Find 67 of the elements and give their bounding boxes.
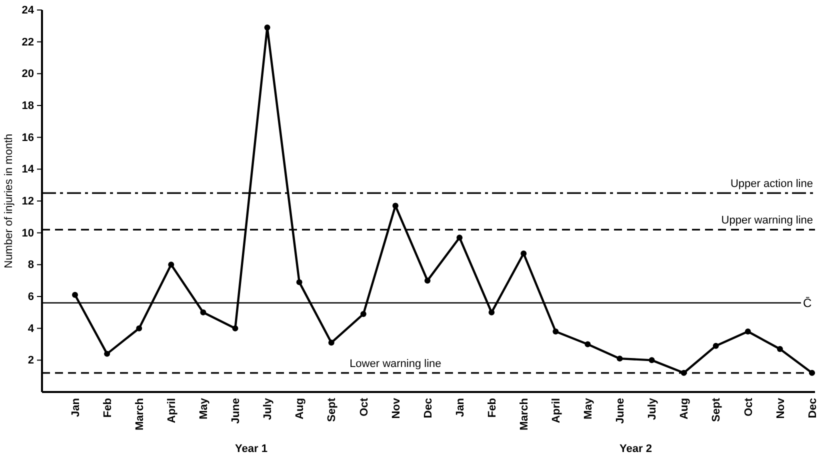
y-tick-label: 20	[22, 68, 34, 80]
point	[584, 341, 591, 348]
y-tick-label: 24	[22, 4, 35, 17]
point	[552, 328, 559, 334]
x-tick-label: Feb	[486, 398, 498, 418]
y-tick-label: 10	[22, 227, 34, 240]
point	[712, 342, 719, 349]
x-tick-label: July	[646, 397, 659, 420]
point	[136, 325, 142, 332]
x-tick-label: May	[198, 397, 210, 420]
y-tick-label: 6	[28, 291, 34, 304]
x-tick-label: March	[134, 398, 146, 430]
ref-line-label: C̄	[803, 296, 812, 310]
x-tick-label: Nov	[390, 397, 402, 419]
x-tick-label: Jan	[454, 398, 466, 417]
point	[488, 309, 495, 316]
point	[200, 309, 206, 316]
point	[360, 311, 366, 317]
x-tick-label: Dec	[806, 398, 819, 418]
x-tick-label: Aug	[678, 398, 691, 420]
point	[392, 202, 398, 209]
x-tick-label: March	[518, 398, 530, 430]
point	[809, 370, 815, 376]
point	[296, 279, 302, 286]
y-tick-label: 16	[22, 132, 34, 144]
x-tick-label: June	[230, 398, 242, 424]
y-tick-label: 12	[22, 196, 34, 208]
text: Year 2	[620, 443, 652, 455]
point	[232, 325, 238, 332]
x-tick-label: Oct	[358, 398, 370, 416]
x-tick-label: Sept	[326, 398, 338, 422]
point	[520, 250, 527, 257]
x-tick-label: May	[582, 397, 595, 420]
x-tick-label: Sept	[710, 398, 723, 422]
point	[776, 346, 783, 352]
y-tick-label: 4	[28, 322, 35, 335]
y-tick-label: 18	[22, 100, 34, 112]
ref-line-label: Lower warning line	[350, 358, 442, 370]
y-tick-label: 2	[28, 354, 34, 367]
y-tick-label: 14	[22, 164, 35, 176]
point	[456, 234, 463, 241]
x-tick-label: July	[262, 397, 274, 420]
point	[168, 262, 174, 268]
x-tick-label: Nov	[774, 397, 787, 419]
point	[424, 278, 430, 284]
point	[616, 356, 623, 362]
x-tick-label: Aug	[294, 398, 306, 420]
point	[104, 350, 110, 357]
x-tick-label: June	[614, 398, 627, 424]
y-tick-label: 8	[28, 259, 34, 272]
x-tick-label: Oct	[742, 398, 755, 416]
x-tick-label: Feb	[102, 398, 114, 418]
y-tick-label: 22	[22, 36, 34, 48]
point	[680, 370, 687, 376]
ref-line-label: Upper action line	[730, 178, 813, 190]
ref-line-label: Upper warning line	[721, 214, 813, 227]
point	[744, 328, 751, 334]
x-tick-label: Dec	[422, 398, 434, 418]
text: Year 1	[235, 443, 268, 455]
y-axis-title: Number of injuries in month	[3, 134, 15, 268]
x-tick-label: April	[550, 398, 562, 424]
x-tick-label: Jan	[70, 398, 82, 417]
x-tick-label: April	[166, 398, 178, 424]
point	[72, 292, 78, 298]
point	[328, 340, 334, 346]
point	[648, 357, 655, 364]
point	[264, 24, 270, 30]
